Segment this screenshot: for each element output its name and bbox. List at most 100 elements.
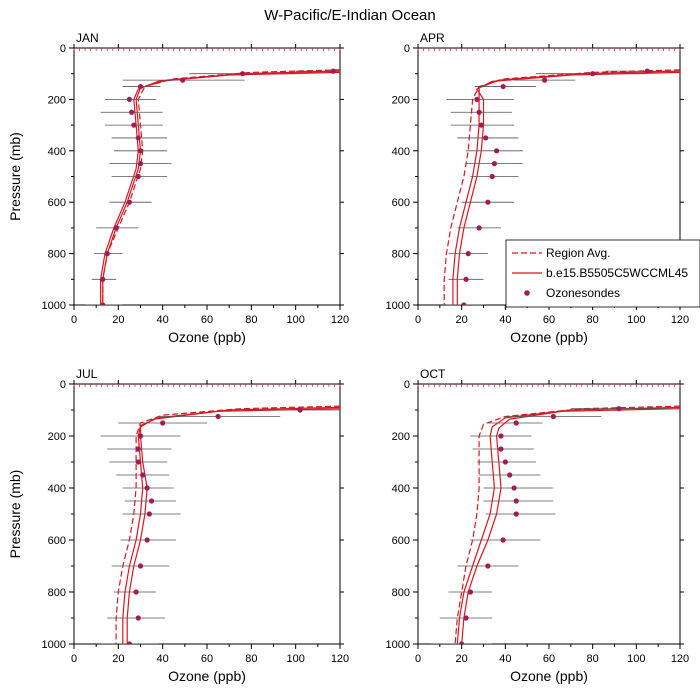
x-tick-label: 60	[543, 314, 555, 326]
x-tick-label: 80	[245, 314, 257, 326]
sonde-marker	[126, 199, 133, 205]
sonde-marker	[513, 511, 519, 517]
sonde-marker	[131, 122, 137, 128]
x-axis-title: Ozone (ppb)	[168, 329, 246, 345]
sonde-marker	[513, 498, 519, 504]
y-tick-label: 0	[60, 379, 66, 391]
y-tick-label: 400	[392, 146, 410, 158]
sonde-marker	[550, 413, 556, 420]
x-tick-label: 120	[671, 314, 689, 326]
sonde-marker	[137, 563, 144, 569]
model-line	[122, 406, 340, 644]
y-tick-label: 0	[404, 43, 410, 55]
sonde-marker	[500, 537, 506, 543]
y-tick-label: 400	[48, 146, 66, 158]
x-tick-label: 0	[71, 314, 77, 326]
y-tick-label: 200	[392, 94, 410, 106]
panel-jul: 0 20 40 60 80 100 120 0 200 400 600 800 1000 JUL Ozone…	[7, 367, 349, 684]
sonde-marker	[498, 446, 504, 452]
y-tick-label: 800	[48, 249, 66, 261]
model-line	[126, 408, 340, 644]
x-tick-label: 120	[671, 653, 689, 665]
model-line	[461, 408, 680, 644]
plot-data	[85, 68, 340, 305]
sonde-marker	[100, 302, 106, 305]
sonde-marker	[135, 135, 141, 141]
x-tick-label: 60	[201, 314, 213, 326]
legend: Region Avg. b.e15.B5505C5WCCML45 Ozonesond…	[505, 239, 700, 308]
sonde-marker	[137, 148, 144, 154]
sonde-marker	[135, 173, 141, 180]
y-axis-title: Pressure (mb)	[7, 470, 23, 559]
sonde-marker	[239, 71, 246, 77]
y-tick-label: 800	[48, 587, 66, 599]
x-tick-label: 120	[331, 653, 349, 665]
x-tick-label: 60	[201, 653, 213, 665]
x-tick-label: 100	[627, 314, 645, 326]
sonde-marker	[644, 68, 650, 74]
sonde-marker	[137, 83, 144, 90]
plot-data	[431, 405, 680, 644]
y-tick-label: 400	[48, 483, 66, 495]
sonde-marker	[144, 485, 150, 491]
sonde-marker	[500, 83, 506, 90]
y-tick-label: 600	[392, 197, 410, 209]
x-tick-label: 80	[587, 653, 599, 665]
x-tick-label: 60	[543, 653, 555, 665]
sonde-marker	[465, 251, 471, 257]
legend-label: b.e15.B5505C5WCCML45	[546, 266, 688, 280]
panel-grid: 0 20 40 60 80 100 12002004006008001000JANOzone…	[7, 31, 689, 684]
sonde-marker	[489, 173, 495, 180]
sonde-marker	[133, 589, 139, 595]
region-avg-line	[443, 69, 680, 305]
model-line	[456, 406, 680, 644]
legend-label: Region Avg.	[546, 246, 611, 260]
x-axis-title: Ozone (ppb)	[510, 329, 588, 345]
sonde-marker	[100, 276, 106, 282]
sonde-marker	[461, 302, 467, 305]
y-tick-label: 200	[48, 431, 66, 443]
sonde-marker	[483, 135, 489, 141]
sonde-marker	[491, 161, 498, 167]
sonde-marker	[113, 225, 119, 231]
x-tick-label: 40	[499, 653, 511, 665]
panel-jan: 0 20 40 60 80 100 120 0 200 400 600 800 1000 JAN Ozone…	[7, 31, 349, 345]
plot-data	[443, 68, 680, 305]
x-axis-title: Ozone (ppb)	[510, 668, 588, 684]
sonde-marker	[126, 96, 133, 102]
y-tick-label: 1000	[42, 639, 66, 651]
y-tick-label: 1000	[386, 300, 410, 312]
sonde-marker	[137, 433, 144, 439]
sonde-marker	[135, 446, 141, 452]
sonde-marker	[148, 498, 155, 504]
sonde-marker	[485, 199, 491, 205]
sonde-marker	[474, 96, 480, 102]
region-avg-line	[115, 405, 340, 644]
panel-oct: 0 20 40 60 80 100 120 0 200 400 600 800 1000 OCT Ozone…	[386, 367, 690, 684]
legend-label: Ozonesondes	[546, 286, 620, 300]
x-tick-label: 80	[245, 653, 257, 665]
legend-marker-ozonesondes	[524, 290, 530, 296]
sonde-marker	[478, 122, 484, 128]
y-tick-label: 200	[392, 431, 410, 443]
sonde-marker	[590, 71, 596, 77]
x-tick-label: 120	[331, 314, 349, 326]
sonde-marker	[126, 641, 133, 644]
sonde-marker	[215, 413, 221, 420]
sonde-marker	[135, 615, 141, 621]
y-tick-label: 400	[392, 483, 410, 495]
sonde-marker	[160, 420, 166, 426]
x-tick-label: 40	[157, 314, 169, 326]
x-tick-label: 0	[415, 314, 421, 326]
y-tick-label: 1000	[386, 639, 410, 651]
sonde-marker	[513, 420, 519, 426]
sonde-marker	[494, 148, 500, 154]
panel-label: OCT	[420, 367, 446, 381]
x-tick-label: 20	[456, 314, 468, 326]
x-tick-label: 0	[415, 653, 421, 665]
x-tick-label: 100	[286, 314, 304, 326]
panel-label: JAN	[76, 31, 99, 45]
sonde-marker	[297, 407, 303, 413]
figure-title: W-Pacific/E-Indian Ocean	[264, 7, 435, 24]
sonde-marker	[104, 251, 110, 257]
